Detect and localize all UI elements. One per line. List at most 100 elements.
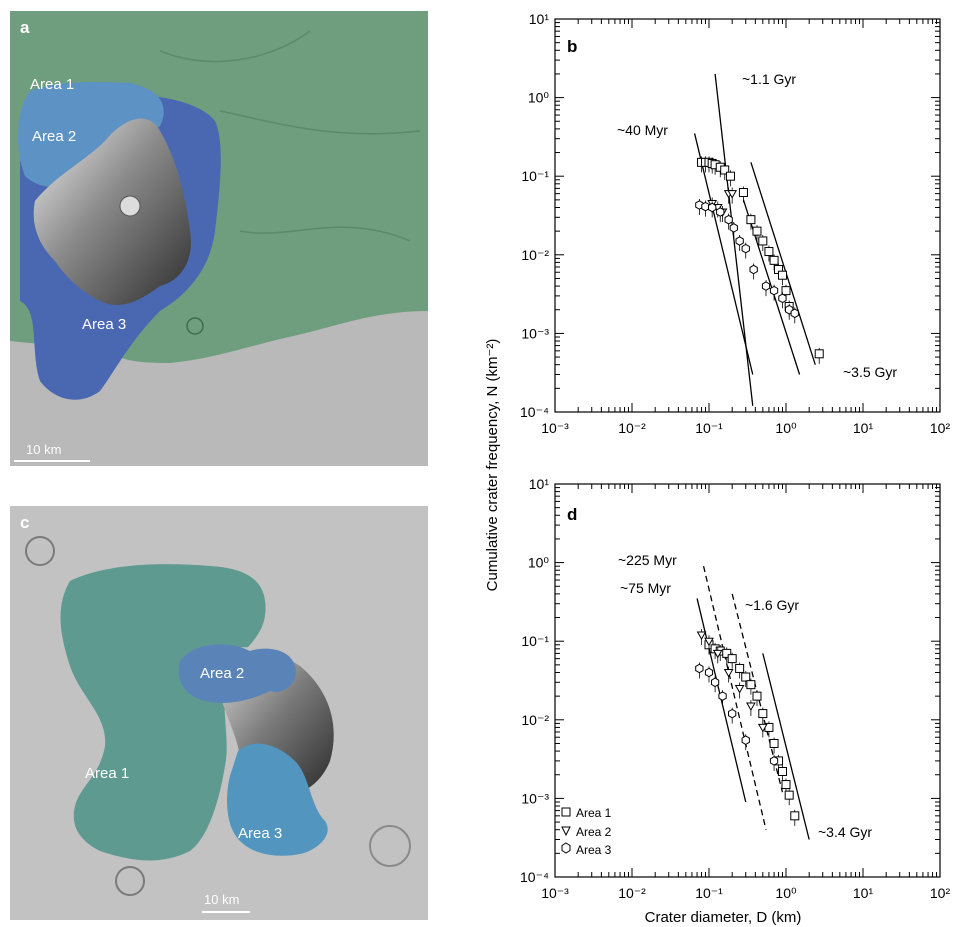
x-tick-label: 10⁰: [775, 885, 797, 901]
isochron-label: ~75 Myr: [620, 580, 671, 596]
data-point-square: [725, 171, 735, 181]
data-point-square: [790, 811, 800, 821]
data-point-triangle: [712, 649, 723, 659]
volcano-edifice: [33, 118, 191, 306]
data-point-triangle: [696, 631, 707, 640]
x-tick-label: 10¹: [853, 885, 874, 901]
legend-entry: Area 1: [576, 806, 612, 820]
data-point-hexagon: [741, 243, 750, 254]
y-axis-label: Cumulative crater frequency, N (km⁻²): [484, 339, 501, 592]
isochron-label: ~3.5 Gyr: [843, 364, 897, 380]
isochron-label: ~1.6 Gyr: [745, 597, 799, 613]
plot-panel-d: d 10⁻³ 10⁻² 10⁻¹ 10⁰ 10¹ 10²10⁻⁴10⁻³10⁻²10⁻¹1…: [520, 476, 950, 901]
area-2-region: [18, 81, 164, 188]
data-point-square: [720, 165, 730, 175]
data-point-hexagon: [724, 214, 733, 225]
area-2-region: [178, 644, 296, 703]
area-1-label: Area 1: [85, 765, 129, 782]
crater: [369, 825, 411, 867]
data-point-square: [752, 226, 762, 236]
data-point-hexagon: [790, 308, 799, 319]
plot-panel-b: b 10⁻³ 10⁻² 10⁻¹ 10⁰ 10¹ 10²10⁻⁴10⁻³10⁻²10⁻¹1…: [520, 11, 950, 436]
x-tick-label: 10⁻²: [618, 420, 646, 436]
y-tick-label: 10⁰: [528, 555, 550, 571]
x-tick-label: 10¹: [853, 420, 874, 436]
area-2-label: Area 2: [32, 128, 76, 145]
crater: [115, 866, 145, 896]
map-panel-a: Area 1 Area 2 Area 3 10 km: [10, 11, 428, 466]
legend-marker-square: [561, 807, 571, 817]
data-point-square: [738, 188, 748, 198]
x-tick-label: 10⁻³: [541, 420, 569, 436]
data-point-hexagon: [695, 663, 704, 674]
data-point-hexagon: [695, 200, 704, 210]
data-point-hexagon: [718, 691, 727, 701]
data-point-square: [741, 672, 751, 682]
x-tick-label: 10⁻¹: [695, 885, 723, 901]
crater-frequency-charts: Cumulative crater frequency, N (km⁻²) Cr…: [484, 11, 950, 926]
data-point-square: [752, 691, 762, 701]
data-point-square: [727, 654, 737, 664]
data-point-square: [777, 270, 787, 280]
data-point-hexagon: [711, 677, 720, 688]
data-point-square: [758, 709, 768, 719]
isochron-line: [762, 653, 810, 840]
data-point-hexagon: [728, 708, 737, 719]
y-tick-label: 10⁻⁴: [520, 404, 549, 420]
data-point-square: [781, 286, 791, 296]
data-point-square: [777, 766, 787, 776]
plot-frame: [554, 18, 941, 413]
data-point-square: [814, 349, 824, 359]
y-tick-label: 10⁻²: [521, 712, 549, 728]
data-point-hexagon: [761, 281, 771, 291]
legend-marker-triangle: [561, 826, 571, 837]
y-tick-label: 10⁻¹: [521, 168, 549, 184]
data-point-square: [722, 648, 732, 658]
data-point-triangle: [734, 685, 745, 694]
y-tick-label: 10¹: [529, 11, 550, 27]
data-point-square: [784, 790, 794, 800]
area-3-label: Area 3: [82, 316, 126, 333]
panel-label-b: b: [567, 37, 577, 56]
y-tick-label: 10⁻²: [521, 247, 549, 263]
scale-bar-label: 10 km: [204, 892, 239, 907]
data-point-hexagon: [778, 293, 787, 304]
map-panel-c: Area 1 Area 2 Area 3 10 km: [10, 506, 428, 920]
crater: [186, 317, 204, 335]
x-tick-label: 10⁻³: [541, 885, 569, 901]
isochron-line: [696, 598, 747, 803]
data-point-hexagon: [769, 756, 779, 766]
legend-entry: Area 2: [576, 825, 612, 839]
channel: [159, 30, 421, 242]
area-1-region: [60, 564, 266, 861]
legend-entry: Area 3: [576, 843, 612, 857]
data-point-triangle: [757, 723, 768, 733]
y-tick-label: 10¹: [529, 476, 550, 492]
data-point-square: [769, 738, 779, 748]
isochron-label: ~225 Myr: [618, 552, 677, 568]
legend: Area 1 Area 2 Area 3: [561, 806, 612, 857]
data-point-hexagon: [716, 207, 725, 217]
data-point-hexagon: [735, 236, 744, 246]
area-1-label: Area 1: [30, 76, 74, 93]
panel-label-c: c: [20, 513, 30, 532]
y-tick-label: 10⁰: [528, 90, 550, 106]
data-point-square: [769, 255, 779, 265]
data-point-triangle: [723, 668, 734, 678]
isochron-line: [750, 162, 816, 365]
y-tick-label: 10⁻¹: [521, 633, 549, 649]
isochron-label: ~3.4 Gyr: [818, 824, 872, 840]
x-tick-label: 10⁻²: [618, 885, 646, 901]
data-point-hexagon: [708, 202, 717, 213]
y-tick-label: 10⁻³: [521, 790, 549, 806]
data-point-triangle: [746, 702, 756, 711]
isochron-label: ~40 Myr: [617, 122, 668, 138]
x-tick-label: 10²: [930, 420, 951, 436]
x-axis-label: Crater diameter, D (km): [645, 909, 802, 926]
y-tick-label: 10⁻³: [521, 325, 549, 341]
data-point-hexagon: [704, 667, 714, 678]
area-2-label: Area 2: [200, 665, 244, 682]
panel-label-a: a: [20, 18, 30, 37]
data-point-square: [746, 215, 756, 225]
area-3-region: [227, 743, 328, 856]
